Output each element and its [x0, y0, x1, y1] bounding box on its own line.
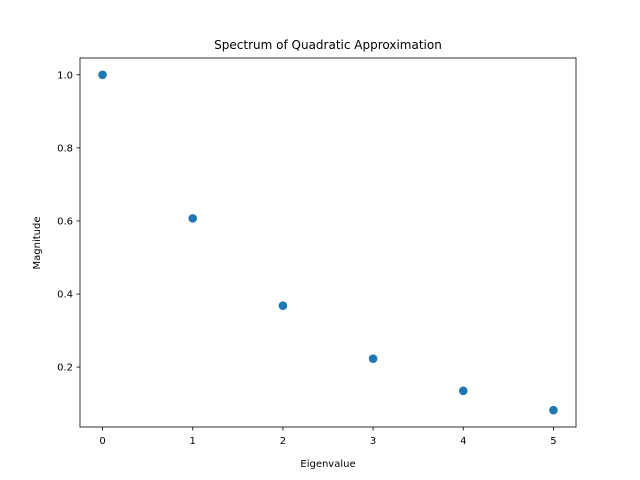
y-tick-label: 0.6	[57, 216, 73, 227]
x-tick-label: 0	[99, 436, 105, 447]
data-point	[549, 405, 558, 415]
chart-title: Spectrum of Quadratic Approximation	[214, 38, 442, 52]
y-axis-label: Magnitude	[32, 217, 43, 270]
x-tick-label: 4	[460, 436, 466, 447]
x-axis-label: Eigenvalue	[300, 459, 355, 470]
y-tick-label: 1.0	[57, 70, 73, 81]
data-point	[188, 214, 198, 223]
x-tick-label: 3	[370, 436, 376, 447]
data-point	[368, 354, 378, 363]
x-tick-label: 1	[190, 436, 196, 447]
axes-frame	[79, 57, 577, 428]
plot-area: 0 1 2 3 4 5 0.2 0.4 0.6 0.8 1.0	[57, 57, 577, 447]
x-tick-label: 2	[280, 436, 286, 447]
data-point	[458, 386, 468, 396]
y-tick-label: 0.2	[57, 363, 73, 374]
data-point	[278, 301, 288, 311]
y-tick-label: 0.8	[57, 143, 73, 154]
x-tick-label: 5	[550, 436, 556, 447]
y-tick-label: 0.4	[57, 290, 73, 301]
data-point	[98, 70, 107, 80]
